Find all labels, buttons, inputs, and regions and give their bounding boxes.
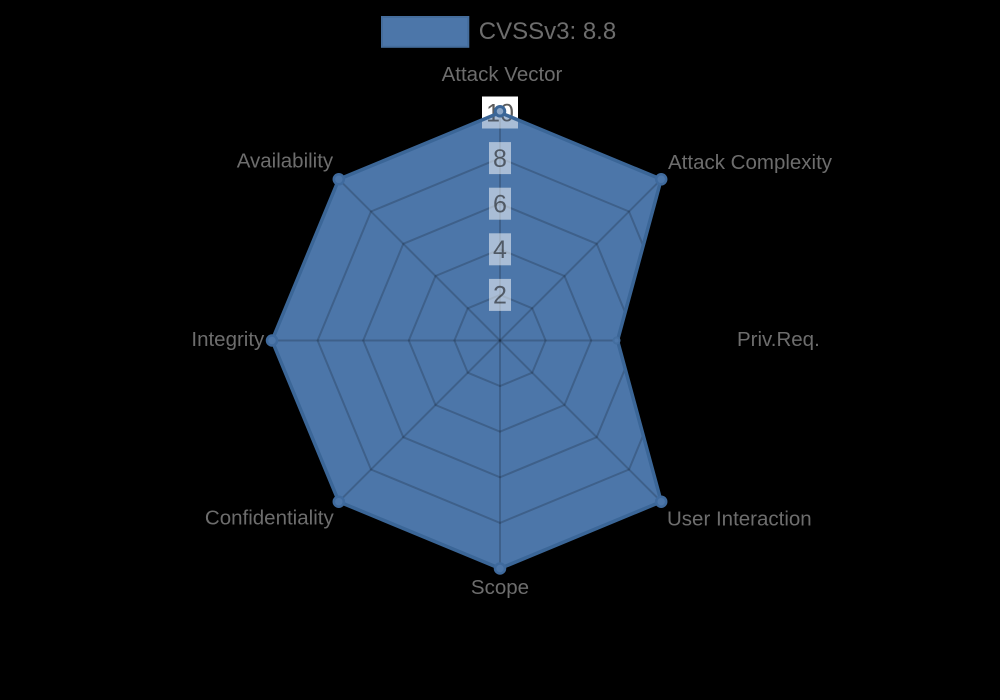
svg-text:Attack Complexity: Attack Complexity [668, 151, 833, 174]
svg-text:Integrity: Integrity [191, 328, 265, 351]
svg-text:2: 2 [493, 282, 507, 310]
svg-text:4: 4 [493, 236, 507, 264]
svg-text:User Interaction: User Interaction [667, 507, 812, 530]
svg-text:Attack Vector: Attack Vector [442, 63, 563, 86]
svg-text:8: 8 [493, 145, 507, 173]
svg-text:Availability: Availability [237, 150, 334, 173]
svg-text:CVSSv3: 8.8: CVSSv3: 8.8 [479, 18, 616, 45]
svg-text:Confidentiality: Confidentiality [205, 507, 335, 530]
svg-text:Priv.Req.: Priv.Req. [737, 328, 820, 351]
svg-text:Scope: Scope [471, 576, 529, 599]
svg-text:6: 6 [493, 191, 507, 219]
